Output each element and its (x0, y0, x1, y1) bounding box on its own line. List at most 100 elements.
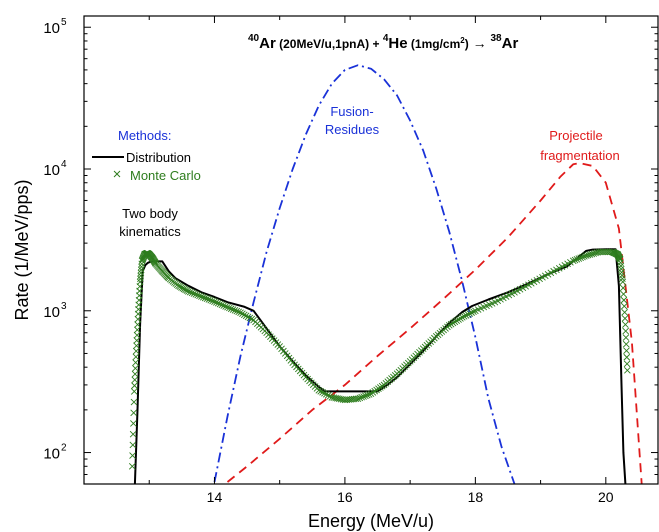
monte-carlo-point (131, 382, 138, 389)
monte-carlo-point (573, 256, 581, 263)
monte-carlo-point (137, 275, 144, 283)
monte-carlo-point (451, 318, 459, 326)
monte-carlo-point (577, 254, 584, 262)
monte-carlo-point (358, 393, 366, 401)
monte-carlo-point (137, 272, 144, 280)
monte-carlo-point (233, 307, 241, 315)
monte-carlo-point (569, 257, 577, 265)
monte-carlo-point (462, 312, 470, 319)
monte-carlo-point (246, 314, 254, 322)
monte-carlo-point (231, 306, 239, 314)
monte-carlo-point (321, 389, 328, 397)
monte-carlo-point (460, 313, 468, 320)
monte-carlo-point (447, 320, 455, 328)
monte-carlo-point (226, 304, 233, 312)
y-tick-label: 10 (43, 162, 60, 179)
plot-frame (83, 15, 659, 485)
svg-text:fragmentation: fragmentation (540, 148, 620, 163)
legend: Methods: Distribution Monte Carlo (92, 128, 201, 183)
monte-carlo-point (229, 306, 237, 313)
y-axis-label: Rate (1/MeV/pps) (12, 179, 32, 320)
monte-carlo-point (216, 300, 224, 308)
monte-carlo-point (362, 392, 369, 400)
monte-carlo-point (324, 392, 332, 399)
legend-entry-distribution: Distribution (126, 150, 191, 165)
series-line-distribution (133, 248, 627, 484)
monte-carlo-point (240, 311, 248, 319)
chart-title: 40Ar (20MeV/u,1pnA) + 4He (1mg/cm2) → 38… (248, 33, 518, 52)
monte-carlo-point (470, 308, 477, 316)
monte-carlo-point (192, 291, 200, 298)
monte-carlo-point (185, 288, 192, 295)
monte-carlo-point (129, 430, 137, 438)
monte-carlo-point (360, 393, 367, 400)
monte-carlo-point (624, 367, 631, 374)
monte-carlo-point (207, 296, 215, 304)
monte-carlo-point (136, 278, 144, 286)
monte-carlo-point (365, 391, 373, 398)
svg-text:Fusion-: Fusion- (330, 104, 373, 119)
series-monte-carlo-markers (128, 248, 631, 470)
monte-carlo-point (196, 292, 203, 300)
x-tick-label: 18 (468, 489, 484, 505)
y-tick-label: 10 (43, 20, 60, 37)
monte-carlo-point (132, 353, 140, 361)
monte-carlo-point (620, 302, 628, 310)
monte-carlo-point (458, 313, 466, 321)
monte-carlo-point (137, 269, 145, 277)
monte-carlo-point (129, 441, 137, 449)
monte-carlo-point (201, 294, 209, 302)
monte-carlo-point (222, 303, 229, 310)
svg-text:kinematics: kinematics (119, 224, 181, 239)
y-tick-label-exponent: 2 (61, 443, 67, 454)
monte-carlo-point (132, 365, 139, 372)
monte-carlo-point (620, 290, 627, 298)
monte-carlo-point (133, 331, 141, 339)
x-tick-label: 20 (598, 489, 614, 505)
legend-x-symbol (113, 170, 121, 178)
monte-carlo-point (129, 452, 136, 459)
monte-carlo-point (239, 310, 246, 318)
monte-carlo-point (130, 388, 138, 395)
monte-carlo-point (131, 376, 139, 384)
monte-carlo-point (354, 395, 362, 402)
monte-carlo-point (586, 251, 594, 258)
monte-carlo-point (322, 391, 330, 398)
monte-carlo-point (203, 295, 211, 303)
x-axis-label: Energy (MeV/u) (308, 511, 434, 531)
monte-carlo-point (356, 394, 364, 402)
monte-carlo-point (133, 342, 140, 350)
monte-carlo-point (132, 359, 139, 366)
monte-carlo-point (326, 393, 334, 400)
monte-carlo-point (130, 420, 137, 427)
monte-carlo-point (579, 253, 586, 261)
monte-carlo-point (224, 303, 231, 311)
monte-carlo-point (131, 370, 139, 378)
monte-carlo-point (220, 302, 228, 309)
monte-carlo-point (244, 313, 252, 321)
annotation-fusion-residues: Fusion- Residues (325, 104, 380, 137)
monte-carlo-point (248, 315, 256, 323)
monte-carlo-point (212, 299, 220, 306)
annotation-two-body: Two body kinematics (119, 206, 181, 239)
svg-text:Two body: Two body (122, 206, 178, 221)
y-tick-label-exponent: 3 (61, 301, 67, 312)
y-tick-label: 10 (43, 304, 60, 321)
monte-carlo-point (133, 326, 141, 334)
monte-carlo-point (363, 391, 371, 399)
legend-title: Methods: (118, 128, 171, 143)
monte-carlo-point (623, 360, 631, 368)
x-tick-label: 14 (207, 489, 223, 505)
monte-carlo-point (622, 340, 630, 348)
monte-carlo-point (198, 293, 205, 300)
monte-carlo-point (186, 288, 194, 296)
y-tick-label-exponent: 4 (61, 159, 67, 170)
monte-carlo-point (211, 298, 218, 305)
svg-text:Residues: Residues (325, 122, 380, 137)
monte-carlo-point (466, 310, 474, 317)
monte-carlo-point (571, 256, 579, 264)
y-tick-label-exponent: 5 (61, 17, 67, 28)
monte-carlo-point (449, 319, 457, 327)
monte-carlo-point (584, 251, 592, 259)
